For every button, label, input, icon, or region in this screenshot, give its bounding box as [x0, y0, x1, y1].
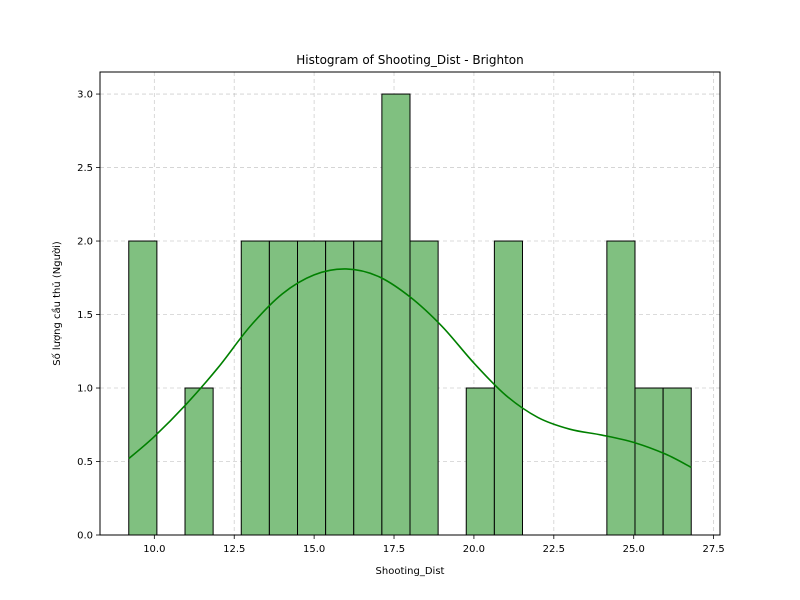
y-tick-label: 1.5	[77, 310, 93, 321]
y-tick-label: 0.5	[77, 457, 93, 468]
plot-frame	[99, 71, 721, 536]
y-tick-label: 2.5	[77, 163, 93, 174]
histogram-bar	[606, 240, 636, 536]
histogram-bar	[297, 240, 327, 536]
histogram-bar	[184, 387, 214, 536]
y-tick-label: 3.0	[77, 90, 93, 101]
histogram-bar	[409, 240, 439, 536]
x-tick-label: 22.5	[543, 544, 565, 555]
histogram-bar	[634, 387, 664, 536]
histogram-bar	[240, 240, 270, 536]
y-tick-label: 2.0	[77, 237, 93, 248]
x-tick-label: 17.5	[383, 544, 405, 555]
x-tick-label: 25.0	[623, 544, 645, 555]
x-tick-label: 15.0	[303, 544, 325, 555]
tick-layer: 10.0 12.5 15.0 17.5 20.0 22.5 25.0 27.5 0.0 0.5 1.…	[77, 90, 725, 555]
histogram-bar	[493, 240, 523, 536]
x-tick-label: 12.5	[223, 544, 245, 555]
histogram-bar	[381, 93, 411, 536]
x-tick-label: 27.5	[702, 544, 724, 555]
histogram-bar	[662, 387, 692, 536]
kde-curve	[128, 268, 692, 469]
kde-layer	[128, 268, 692, 469]
y-tick-label: 1.0	[77, 384, 93, 395]
bar-layer	[128, 93, 692, 536]
histogram-bar	[353, 240, 383, 536]
y-tick-label: 0.0	[77, 531, 93, 542]
histogram-bar	[325, 240, 355, 536]
chart-title: Histogram of Shooting_Dist - Brighton	[296, 53, 523, 67]
histogram-bar	[128, 240, 158, 536]
x-axis-label: Shooting_Dist	[376, 566, 445, 577]
histogram-bar	[465, 387, 495, 536]
x-tick-label: 20.0	[463, 544, 485, 555]
y-axis-label: Số lượng cầu thủ (Người)	[51, 241, 63, 366]
x-tick-label: 10.0	[143, 544, 165, 555]
